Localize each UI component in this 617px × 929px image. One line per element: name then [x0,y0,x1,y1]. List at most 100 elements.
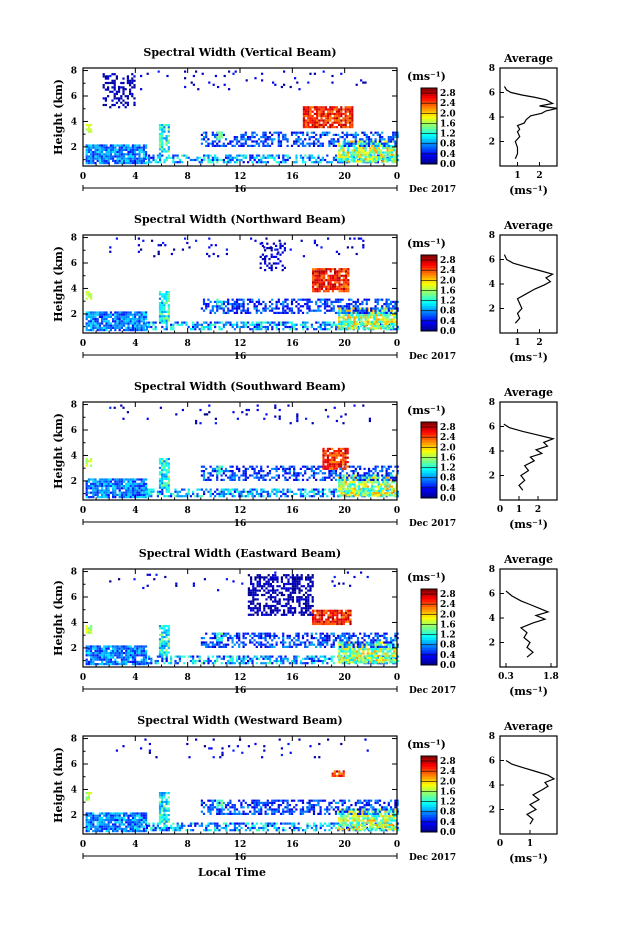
heatmap-cell [209,300,212,303]
heatmap-cell [167,130,170,133]
heatmap-cell [275,154,278,157]
heatmap-cell [311,123,314,126]
heatmap-cell [396,158,399,162]
heatmap-cell [116,652,119,655]
heatmap-cell [319,495,322,498]
heatmap-cell [163,150,166,153]
heatmap-cell [202,298,206,301]
heatmap-cell [183,154,186,157]
heatmap-cell [314,290,317,293]
heatmap-cell [136,313,139,316]
heatmap-cell [145,482,148,485]
heatmap-cell [213,140,217,143]
heatmap-cell [129,157,132,160]
heatmap-cell [334,270,337,273]
heatmap-cell [279,131,283,134]
heatmap-cell [344,123,347,126]
heatmap-cell [138,153,141,156]
heatmap-cell [227,154,230,157]
heatmap-cell [138,322,141,325]
heatmap-cell [209,154,212,157]
heatmap-cell [109,90,112,93]
heatmap-cell [238,662,241,665]
colorbar-tick-label: 2.4 [440,266,456,276]
heatmap-cell [338,160,341,163]
heatmap-cell [185,156,188,159]
heatmap-cell [387,140,390,143]
heatmap-cell [242,142,245,145]
heatmap-cell [325,279,328,282]
heatmap-cell [374,138,377,141]
heatmap-cell [101,485,104,488]
heatmap-cell [383,154,386,157]
heatmap-cell [371,158,374,161]
heatmap-cell [322,123,325,126]
heatmap-cell [200,470,203,473]
heatmap-cell [167,495,170,498]
heatmap-cell [161,150,164,153]
heatmap-cell [293,325,296,329]
heatmap-cell [224,300,228,303]
heatmap-cell [366,478,369,482]
heatmap-cell [295,156,298,159]
heatmap-cell [227,158,230,162]
heatmap-cell [338,314,341,317]
heatmap-cell [390,494,394,497]
heatmap-cell [346,140,350,143]
panel-1: Spectral Width (Northward Beam)0 4 8 12 16 20… [52,213,558,364]
heatmap-cell [247,495,250,498]
heatmap-cell [214,154,217,157]
heatmap-cell [333,126,336,129]
heatmap-cell [174,495,177,498]
heatmap-cell [216,657,219,660]
heatmap-cell [379,307,383,310]
heatmap-cell [353,481,356,484]
heatmap-cell [371,483,374,486]
heatmap-cell [233,490,236,493]
heatmap-cell [371,311,374,315]
heatmap-cell [205,305,208,308]
heatmap-cell [163,477,166,480]
heatmap-cell [233,476,236,479]
heatmap-cell [365,138,368,141]
heatmap-cell [321,492,324,496]
heatmap-cell [266,142,269,145]
heatmap-cell [244,133,247,136]
heatmap-cell [133,86,136,89]
heatmap-cell [123,658,126,661]
heatmap-cell [112,645,115,648]
heatmap-cell [85,322,88,325]
heatmap-cell [375,494,378,497]
heatmap-cell [331,117,334,120]
heatmap-cell [288,470,291,473]
colorbar-tick-label: 2.8 [440,256,456,266]
heatmap-cell [343,144,346,147]
heatmap-cell [324,106,327,109]
heatmap-cell [340,287,343,291]
heatmap-cell [394,133,397,136]
heatmap-cell [165,655,168,658]
heatmap-cell [220,305,223,308]
heatmap-cell [140,159,143,162]
heatmap-cell [255,492,258,496]
heatmap-cell [163,161,166,164]
heatmap-cell [98,146,101,149]
heatmap-cell [101,162,104,165]
heatmap-cell [340,108,343,111]
colorbar-segment [421,295,437,299]
heatmap-cell [297,303,300,306]
heatmap-cell [346,119,349,122]
heatmap-cell [227,300,230,303]
heatmap-cell [218,470,221,473]
heatmap-cell [302,158,305,162]
heatmap-cell [275,488,278,491]
heatmap-cell [290,131,294,134]
heatmap-cell [291,659,294,663]
heatmap-cell [319,136,322,139]
heatmap-cell [386,485,389,488]
heatmap-cell [127,480,130,483]
heatmap-cell [158,148,162,151]
heatmap-cell [92,320,95,323]
heatmap-cell [326,300,329,303]
heatmap-cell [127,155,130,158]
